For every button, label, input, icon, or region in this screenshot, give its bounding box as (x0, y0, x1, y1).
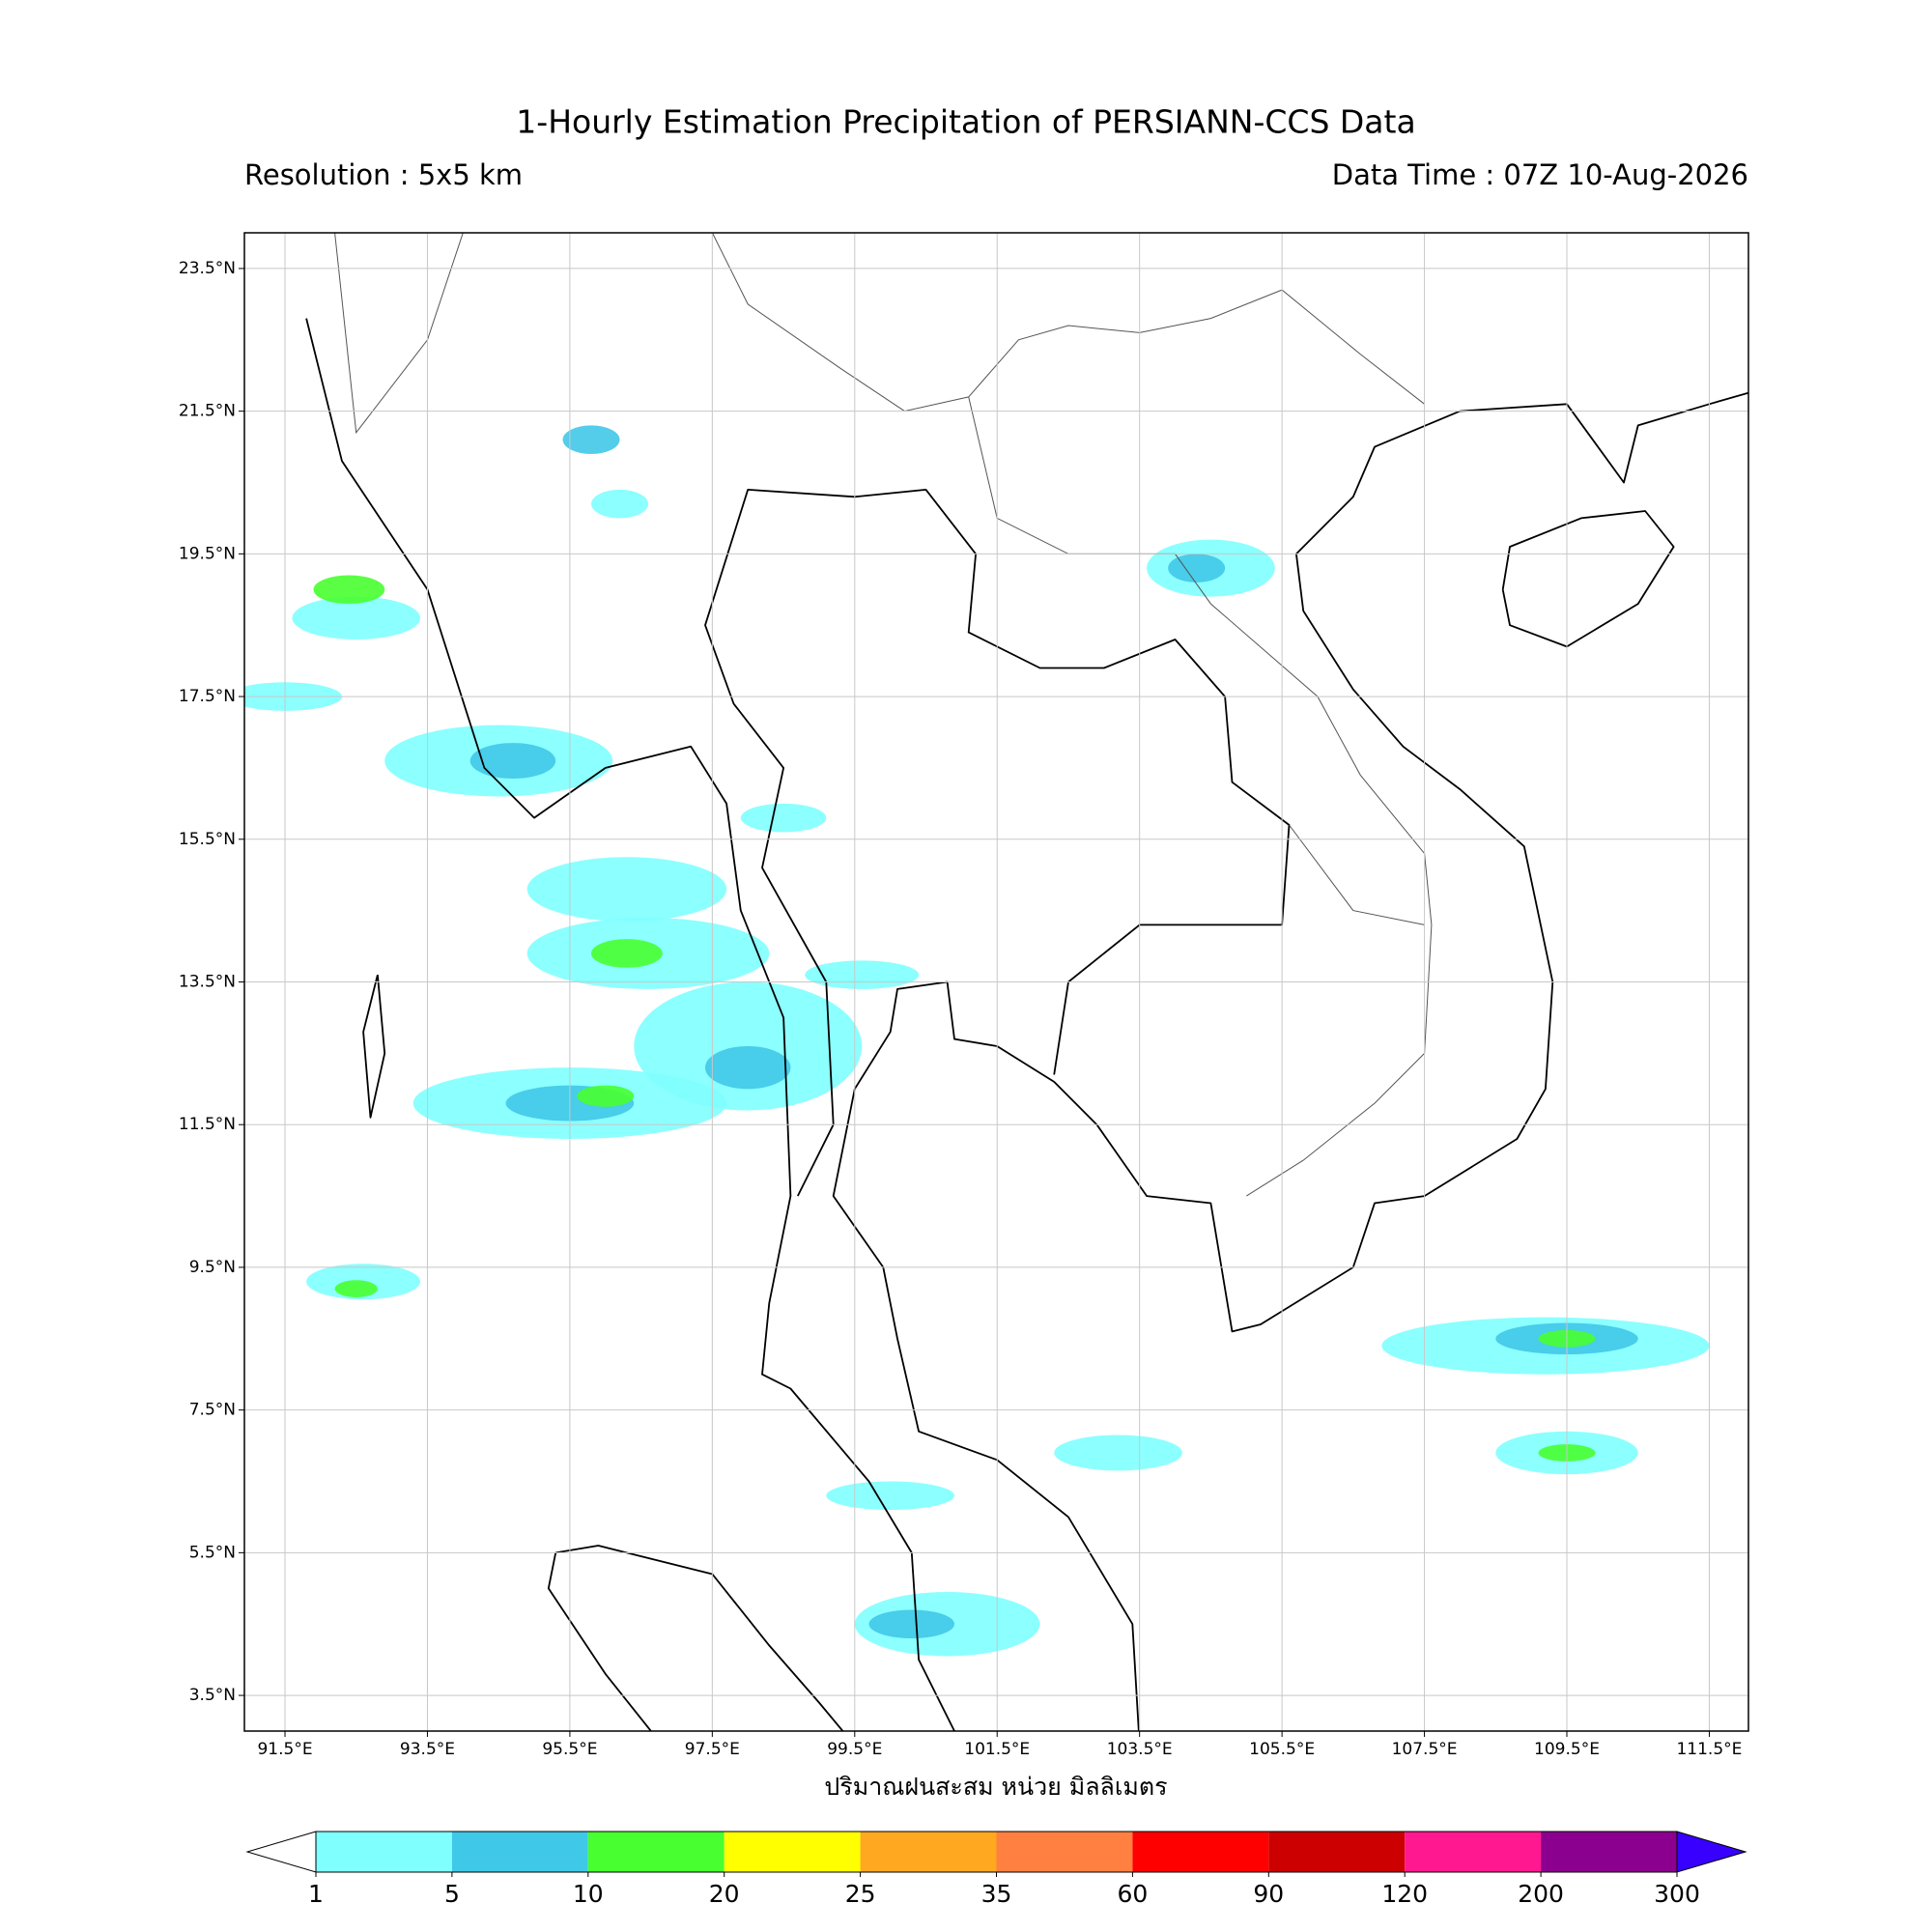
rain-patch (292, 596, 421, 639)
rain-patch (334, 1280, 378, 1297)
colorbar-tick-label: 60 (1117, 1880, 1148, 1908)
colorbar-tick-label: 10 (573, 1880, 604, 1908)
colorbar-tick-label: 300 (1654, 1880, 1700, 1908)
y-tick-label: 15.5°N (179, 830, 236, 849)
rain-patch (591, 489, 649, 519)
resolution-label: Resolution : 5x5 km (244, 158, 523, 191)
colorbar-over (1676, 1831, 1747, 1873)
colorbar-segment (1405, 1832, 1542, 1872)
y-tick-label: 21.5°N (179, 402, 236, 421)
colorbar-label: ปริมาณฝนสะสม หน่วย มิลลิเมตร (824, 1773, 1167, 1801)
x-tick-label: 103.5°E (1107, 1740, 1173, 1759)
coastline (362, 974, 386, 1119)
y-tick-label: 23.5°N (179, 259, 236, 278)
y-tick-label: 9.5°N (189, 1258, 236, 1277)
x-tick-label: 97.5°E (685, 1740, 740, 1759)
colorbar-tick-label: 90 (1253, 1880, 1284, 1908)
country-border (334, 233, 464, 435)
x-tick-label: 105.5°E (1249, 1740, 1315, 1759)
rain-patch (526, 857, 727, 922)
x-tick-label: 91.5°E (257, 1740, 312, 1759)
y-tick-label: 13.5°N (179, 973, 236, 992)
x-tick-label: 95.5°E (542, 1740, 597, 1759)
coastline (1501, 510, 1675, 648)
map-layers: 91.5°E 93.5°E 95.5°E 97.5°E 99.5°E 101.5°E 103… (179, 232, 1749, 1908)
rain-patch (562, 425, 620, 454)
rain-patch (826, 1481, 955, 1511)
colorbar-tick-label: 25 (845, 1880, 876, 1908)
y-tick-label: 17.5°N (179, 687, 236, 706)
rain-patch (313, 575, 385, 605)
rain-patch (704, 1045, 791, 1090)
rain-patch (469, 743, 556, 780)
colorbar-segment (860, 1832, 997, 1872)
x-tick-label: 109.5°E (1534, 1740, 1600, 1759)
rain-patch (577, 1085, 635, 1107)
x-tick-label: 111.5°E (1676, 1740, 1742, 1759)
coastline (832, 391, 1748, 1731)
colorbar-tick-label: 35 (981, 1880, 1012, 1908)
coastline (555, 1545, 844, 1731)
colorbar-tick-label: 5 (444, 1880, 460, 1908)
x-tick-label: 101.5°E (964, 1740, 1030, 1759)
map-frame (243, 232, 1749, 1732)
colorbar-segment (316, 1832, 452, 1872)
x-tick-label: 99.5°E (827, 1740, 882, 1759)
rain-patch (1054, 1435, 1182, 1471)
data-time-label: Data Time : 07Z 10-Aug-2026 (1332, 158, 1748, 191)
rain-patch (591, 939, 663, 968)
y-tick-label: 7.5°N (189, 1401, 236, 1420)
colorbar-segment (724, 1832, 861, 1872)
map-title: 1-Hourly Estimation Precipitation of PER… (516, 103, 1415, 141)
colorbar-segment (1132, 1832, 1269, 1872)
rain-patch (868, 1609, 955, 1638)
colorbar-tick-label: 120 (1381, 1880, 1428, 1908)
country-border (1289, 824, 1425, 925)
x-tick-label: 93.5°E (400, 1740, 455, 1759)
rain-patch (1168, 554, 1226, 582)
colorbar-under (245, 1831, 317, 1873)
country-border (968, 396, 1433, 1197)
x-tick-label: 107.5°E (1392, 1740, 1458, 1759)
colorbar-tick-label: 1 (308, 1880, 324, 1908)
coastline (547, 1552, 653, 1731)
colorbar-segment (1541, 1832, 1677, 1872)
coastline (305, 318, 956, 1731)
y-tick-label: 11.5°N (179, 1115, 236, 1134)
colorbar-segment (996, 1832, 1133, 1872)
rain-patch (740, 803, 827, 833)
coastline (704, 489, 1291, 1197)
y-tick-label: 19.5°N (179, 544, 236, 563)
colorbar-tick-label: 200 (1518, 1880, 1564, 1908)
y-tick-label: 3.5°N (189, 1686, 236, 1705)
colorbar-segment (587, 1832, 724, 1872)
colorbar-tick-label: 20 (709, 1880, 740, 1908)
y-tick-label: 5.5°N (189, 1543, 236, 1562)
colorbar-segment (1268, 1832, 1406, 1872)
colorbar-segment (451, 1832, 588, 1872)
map-area (244, 233, 1748, 1731)
country-border (711, 233, 1425, 412)
